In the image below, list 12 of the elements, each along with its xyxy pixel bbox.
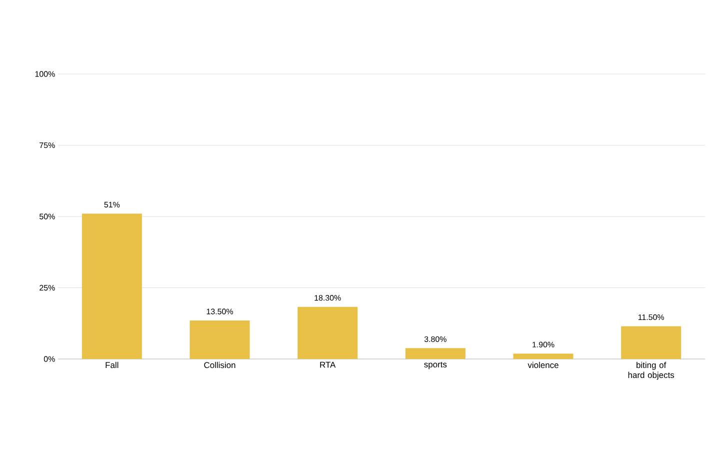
x-tick-label: biting of hard objects [628, 362, 674, 380]
bar [405, 348, 466, 359]
x-tick-label: Collision [204, 362, 236, 368]
bar [621, 326, 682, 359]
x-tick-label: Fall [106, 362, 118, 368]
bar [82, 214, 142, 359]
x-tick-label: sports [424, 362, 447, 370]
bar [298, 306, 358, 359]
bar [190, 320, 250, 359]
bar [513, 354, 574, 359]
x-tick-label: violence [528, 362, 558, 368]
x-tick-label: RTA [320, 362, 336, 368]
